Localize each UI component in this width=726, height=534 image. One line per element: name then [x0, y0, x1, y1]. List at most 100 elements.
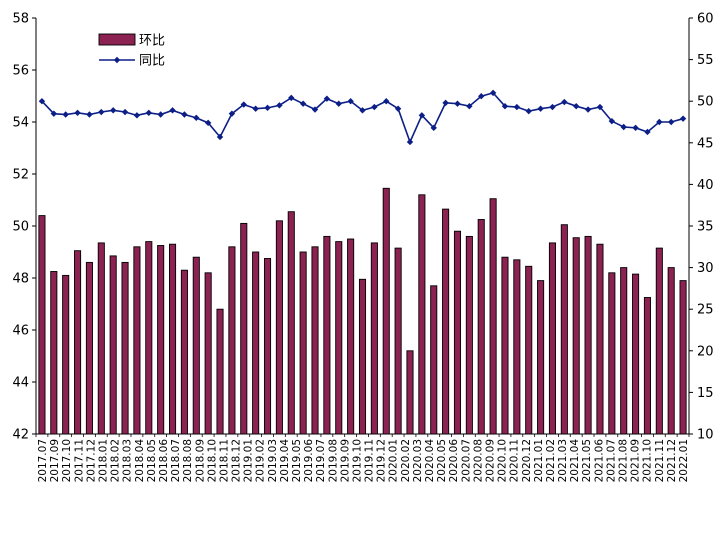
x-tick-label: 2021.04	[569, 439, 581, 483]
x-tick-label: 2018.05	[146, 439, 158, 482]
x-tick-label: 2021.08	[617, 439, 629, 482]
line-point	[632, 124, 639, 132]
line-point	[656, 118, 663, 126]
bar-mark	[121, 261, 129, 435]
bar-mark	[453, 230, 462, 435]
x-tick-label: 2018.08	[182, 439, 194, 482]
x-tick-label: 2018.02	[110, 439, 122, 482]
line-point	[86, 111, 93, 118]
x-tick-label: 2018.12	[231, 439, 243, 482]
bar-mark	[228, 246, 236, 435]
line-point	[347, 98, 354, 105]
line-point	[513, 103, 521, 111]
x-tick-label: 2018.04	[134, 439, 146, 483]
bar-mark	[572, 237, 580, 435]
line-point	[406, 138, 414, 146]
x-tick-label: 2021.02	[545, 439, 557, 482]
x-tick-label: 2019.02	[255, 439, 267, 482]
bar-mark	[180, 269, 188, 435]
bar-mark	[263, 258, 272, 435]
right-tick-label: 35	[697, 220, 714, 235]
x-tick-label: 2020.10	[497, 439, 509, 482]
line-point	[466, 102, 473, 110]
bar-mark	[382, 187, 390, 435]
line-point	[667, 118, 675, 126]
line-point	[489, 89, 497, 97]
line-point	[98, 108, 105, 116]
x-tick-label: 2019.03	[267, 439, 279, 482]
line-point	[323, 95, 331, 102]
x-tick-label: 2017.09	[49, 439, 61, 482]
bar-mark	[50, 271, 58, 435]
line-point	[299, 100, 307, 107]
x-tick-label: 2020.06	[448, 439, 460, 483]
x-tick-label: 2017.11	[73, 439, 85, 482]
right-tick-label: 25	[697, 303, 714, 318]
line-series	[38, 89, 687, 146]
bar-mark	[501, 256, 509, 435]
line-point	[335, 100, 342, 107]
x-tick-label: 2021.01	[533, 439, 545, 482]
bar-mark	[347, 238, 355, 435]
legend-bar-label: 环比	[139, 34, 165, 49]
line-point	[454, 100, 461, 107]
bar-mark	[323, 235, 331, 435]
line-point	[50, 110, 58, 117]
line-point	[62, 111, 69, 118]
x-tick-label: 2021.10	[642, 439, 654, 482]
line-point	[169, 107, 176, 114]
left-tick-label: 46	[12, 324, 29, 339]
bar-mark	[477, 219, 485, 435]
x-tick-label: 2020.03	[412, 439, 424, 482]
bar-mark	[252, 251, 260, 435]
left-tick-label: 56	[12, 64, 29, 79]
bar-mark	[537, 280, 545, 435]
line-point	[620, 123, 627, 131]
x-tick-label: 2020.08	[472, 439, 484, 482]
bar-mark	[584, 235, 592, 435]
line-point	[216, 133, 224, 141]
line-point	[418, 112, 426, 119]
bar-mark	[394, 247, 402, 435]
left-tick-label: 58	[12, 12, 29, 27]
x-tick-label: 2019.06	[303, 439, 315, 483]
bar-mark	[157, 245, 165, 435]
line-point	[157, 111, 164, 118]
x-tick-label: 2021.12	[666, 439, 678, 482]
line-point	[537, 105, 544, 112]
x-tick-label: 2020.01	[388, 439, 400, 482]
line-point	[430, 124, 437, 132]
x-tick-label: 2019.11	[364, 439, 376, 482]
x-tick-label: 2018.06	[158, 439, 170, 483]
x-tick-label: 2021.07	[605, 439, 617, 482]
bar-mark	[168, 243, 177, 435]
right-tick-label: 60	[697, 12, 714, 27]
line-point	[133, 112, 141, 119]
line-point	[371, 103, 378, 111]
legend-line-marker	[113, 56, 121, 64]
x-tick-label: 2019.12	[376, 439, 388, 482]
x-tick-label: 2018.11	[218, 439, 230, 482]
x-tick-label: 2020.12	[521, 439, 533, 482]
x-tick-label: 2019.01	[243, 439, 255, 482]
line-point	[525, 107, 532, 115]
bar-mark	[548, 242, 557, 435]
line-point	[228, 110, 236, 117]
line-point	[311, 106, 319, 113]
x-tick-label: 2021.09	[630, 439, 642, 482]
bar-mark	[560, 224, 568, 435]
line-point	[193, 114, 200, 122]
line-point	[549, 103, 556, 111]
bar-mark	[608, 272, 616, 435]
bar-mark	[465, 235, 473, 435]
line-point	[204, 119, 212, 127]
x-tick-label: 2017.12	[85, 439, 97, 482]
x-tick-label: 2021.11	[654, 439, 666, 482]
right-tick-label: 20	[697, 344, 714, 359]
legend-bar-swatch	[98, 33, 136, 46]
legend-line-label: 同比	[139, 54, 165, 69]
line-point	[679, 115, 687, 122]
bar-mark	[335, 241, 343, 435]
right-tick-label: 30	[697, 261, 714, 276]
bar-mark	[513, 259, 521, 435]
